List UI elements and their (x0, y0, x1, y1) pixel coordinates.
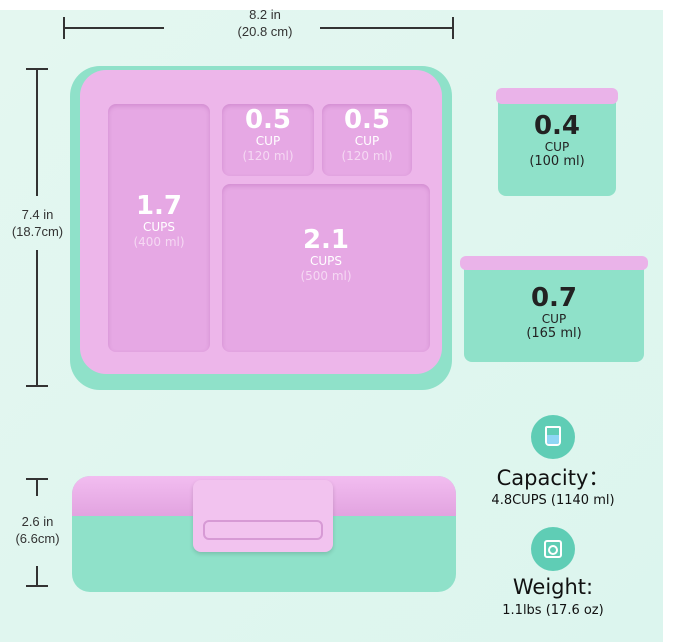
compartment-top-middle: 0.5 CUP (120 ml) (222, 104, 314, 176)
capacity-label: Capacity： (496, 466, 610, 490)
scale-icon (531, 527, 575, 571)
height-cm: (6.6cm) (15, 531, 60, 546)
weight-value: 1.1lbs (17.6 oz) (502, 603, 604, 618)
compartment-large-bottom: 2.1 CUPS (500 ml) (222, 184, 430, 352)
container-1-lid (496, 88, 618, 104)
small-container-1: 0.4 CUP (100 ml) (498, 92, 616, 196)
capacity-value: 4.8CUPS (1140 ml) (491, 493, 615, 508)
compartment-large-left: 1.7 CUPS (400 ml) (108, 104, 210, 352)
cup-icon (531, 415, 575, 459)
width-cm: (20.8 cm) (237, 24, 293, 39)
small-container-2: 0.7 CUP (165 ml) (464, 262, 644, 362)
width-in: 8.2 in (249, 7, 281, 22)
height-in: 2.6 in (21, 514, 54, 529)
length-in: 7.4 in (21, 207, 54, 222)
compartment-top-right: 0.5 CUP (120 ml) (322, 104, 412, 176)
container-2-lid (460, 256, 648, 270)
weight-label: Weight: (512, 575, 594, 599)
length-cm: (18.7cm) (11, 224, 64, 239)
latch-clip[interactable] (193, 480, 333, 552)
